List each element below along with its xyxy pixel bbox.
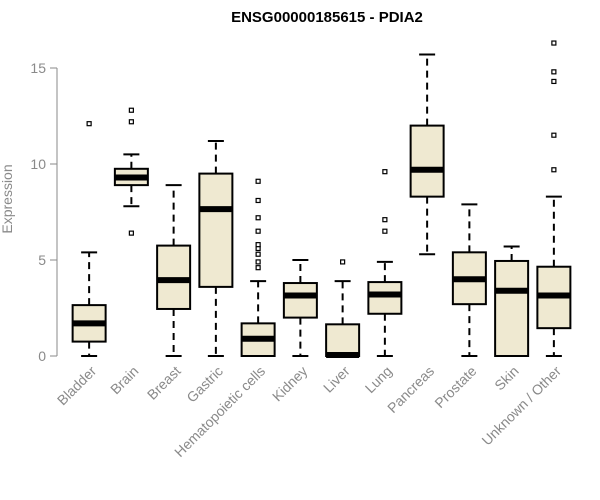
box-iqr — [325, 323, 361, 358]
outlier-point — [255, 265, 261, 271]
box-iqr — [409, 124, 445, 198]
box-skin — [494, 245, 530, 357]
y-tick-label: 5 — [38, 252, 46, 268]
box-hematopoietic-cells — [240, 178, 276, 357]
box-bladder — [71, 121, 107, 357]
box-unknown-other — [536, 40, 572, 357]
outlier-point — [255, 259, 261, 265]
y-tick-label: 10 — [30, 156, 46, 172]
outlier-point — [128, 119, 134, 125]
y-tick-label: 15 — [30, 60, 46, 76]
box-iqr — [494, 259, 530, 357]
box-iqr — [198, 172, 234, 288]
x-tick-label: Lung — [362, 363, 395, 396]
box-series — [71, 40, 572, 359]
outlier-point — [382, 169, 388, 175]
x-tick-label: Kidney — [269, 363, 311, 405]
box-gastric — [198, 139, 234, 357]
outlier-point — [255, 215, 261, 221]
chart-title: ENSG00000185615 - PDIA2 — [231, 9, 423, 26]
outlier-point — [86, 121, 92, 127]
x-tick-label: Unknown / Other — [478, 363, 564, 449]
x-tick-label: Breast — [144, 363, 184, 403]
x-tick-label: Skin — [491, 363, 522, 394]
outlier-point — [340, 259, 346, 265]
box-prostate — [451, 203, 487, 357]
x-tick-label: Pancreas — [384, 363, 437, 416]
box-pancreas — [409, 53, 445, 256]
box-kidney — [282, 259, 318, 357]
box-liver — [325, 259, 361, 359]
y-tick-label: 0 — [38, 348, 46, 364]
y-axis: 0 5 10 15 — [30, 60, 58, 364]
x-tick-label: Brain — [107, 363, 141, 397]
outlier-point — [255, 178, 261, 184]
outlier-point — [551, 69, 557, 75]
box-iqr — [282, 282, 318, 319]
outlier-point — [128, 230, 134, 236]
outlier-point — [255, 197, 261, 204]
outlier-point — [128, 107, 134, 113]
outlier-point — [255, 242, 261, 248]
x-tick-label: Bladder — [54, 363, 100, 409]
x-tick-label: Prostate — [431, 363, 479, 411]
outlier-point — [255, 228, 261, 234]
box-lung — [367, 169, 403, 357]
outlier-point — [382, 217, 388, 223]
box-iqr — [367, 281, 403, 315]
outlier-point — [551, 40, 557, 46]
box-brain — [113, 107, 149, 236]
box-breast — [156, 184, 192, 357]
y-axis-label: Expression — [0, 164, 15, 233]
outlier-point — [551, 167, 557, 173]
outlier-point — [382, 228, 388, 234]
outlier-point — [551, 132, 557, 138]
x-tick-label: Liver — [320, 363, 353, 396]
outlier-point — [551, 78, 557, 85]
outlier-point — [255, 251, 261, 257]
